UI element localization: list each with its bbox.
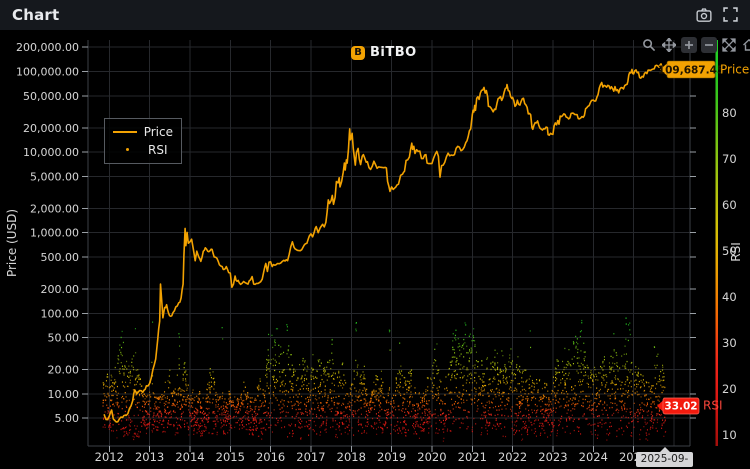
rsi-series-end-label: RSI bbox=[703, 399, 723, 413]
y-right-tick-label: 30 bbox=[722, 336, 737, 350]
x-axis-hover-tooltip: 2025-09-26 bbox=[636, 447, 693, 469]
chart-legend: Price RSI bbox=[104, 118, 182, 164]
x-tick-label: 2018 bbox=[337, 450, 366, 464]
y-left-tick-label: 10,000.00 bbox=[23, 146, 79, 159]
x-tick-label: 2020 bbox=[417, 450, 446, 464]
bitcoin-icon: B bbox=[351, 45, 365, 60]
y-left-tick-label: 500.00 bbox=[41, 251, 80, 264]
y-left-tick-label: 1,000.00 bbox=[30, 227, 79, 240]
logo-wordmark: BiTBO bbox=[370, 45, 417, 60]
y-left-tick-label: 20.00 bbox=[48, 364, 80, 377]
bitbo-logo: B BiTBO bbox=[351, 45, 417, 60]
y-right-tick-label: 20 bbox=[722, 382, 737, 396]
y-left-tick-label: 200.00 bbox=[41, 283, 80, 296]
price-line-swatch bbox=[113, 130, 137, 133]
x-tick-label: 2023 bbox=[538, 450, 567, 464]
y-right-tick-label: 50 bbox=[722, 244, 737, 258]
y-left-tick-label: 20,000.00 bbox=[23, 122, 79, 135]
x-tick-label: 2015 bbox=[216, 450, 245, 464]
x-tick-label: 2013 bbox=[135, 450, 164, 464]
y-left-tick-label: 2,000.00 bbox=[30, 202, 79, 215]
x-tick-label: 2014 bbox=[175, 450, 204, 464]
axes bbox=[82, 40, 696, 452]
axis-tick-labels: 200,000.00 100,000.00 50,000.00 20,000.00 10… bbox=[16, 41, 737, 464]
y-left-tick-label: 50,000.00 bbox=[23, 90, 79, 103]
x-tick-label: 2017 bbox=[296, 450, 325, 464]
zoom-in-button[interactable] bbox=[681, 37, 697, 53]
y-left-tick-label: 10.00 bbox=[48, 388, 80, 401]
y-left-tick-label: 200,000.00 bbox=[16, 41, 79, 54]
fullscreen-icon[interactable] bbox=[723, 7, 739, 23]
y-right-tick-label: 80 bbox=[722, 106, 737, 120]
page-title: Chart bbox=[12, 6, 60, 24]
svg-text:109,687.45: 109,687.45 bbox=[658, 65, 724, 77]
x-tick-label: 2019 bbox=[377, 450, 406, 464]
x-tick-label: 2022 bbox=[498, 450, 527, 464]
svg-text:33.02: 33.02 bbox=[664, 401, 697, 413]
legend-label: Price bbox=[143, 124, 173, 139]
screenshot-icon[interactable] bbox=[696, 7, 712, 23]
autoscale-icon[interactable] bbox=[721, 37, 737, 53]
rsi-current-badge: 33.02 bbox=[657, 397, 700, 415]
header-bar: Chart bbox=[0, 0, 750, 30]
x-tick-label: 2012 bbox=[95, 450, 124, 464]
pan-icon[interactable] bbox=[661, 37, 677, 53]
x-tick-label: 2024 bbox=[579, 450, 608, 464]
price-current-badge: 109,687.45 bbox=[658, 60, 724, 79]
price-series-end-label: Price bbox=[720, 63, 749, 77]
zoom-icon[interactable] bbox=[641, 37, 657, 53]
chart-modebar bbox=[641, 37, 750, 53]
y-left-tick-label: 100.00 bbox=[41, 307, 80, 320]
y-left-tick-label: 5,000.00 bbox=[30, 170, 79, 183]
reset-axes-icon[interactable] bbox=[741, 37, 750, 53]
y-left-tick-label: 5.00 bbox=[55, 412, 80, 425]
gridlines bbox=[88, 40, 690, 446]
y-right-tick-label: 10 bbox=[722, 428, 737, 442]
x-tick-label: 2016 bbox=[256, 450, 285, 464]
legend-item-price[interactable]: Price bbox=[113, 124, 173, 139]
y-right-tick-label: 40 bbox=[722, 290, 737, 304]
y-left-tick-label: 100,000.00 bbox=[16, 66, 79, 79]
y-right-axis-title: RSI bbox=[729, 242, 743, 262]
y-right-tick-label: 60 bbox=[722, 198, 737, 212]
rsi-scatter-points bbox=[102, 317, 667, 442]
rsi-dot-swatch bbox=[113, 148, 141, 151]
zoom-out-button[interactable] bbox=[701, 37, 717, 53]
y-left-tick-label: 50.00 bbox=[48, 332, 80, 345]
price-line-series bbox=[103, 63, 664, 423]
rsi-colorbar bbox=[715, 40, 718, 446]
legend-item-rsi[interactable]: RSI bbox=[113, 142, 173, 157]
legend-label: RSI bbox=[148, 142, 168, 157]
y-right-tick-label: 70 bbox=[722, 152, 737, 166]
x-tick-label: 2021 bbox=[458, 450, 487, 464]
y-left-axis-title: Price (USD) bbox=[5, 209, 19, 277]
